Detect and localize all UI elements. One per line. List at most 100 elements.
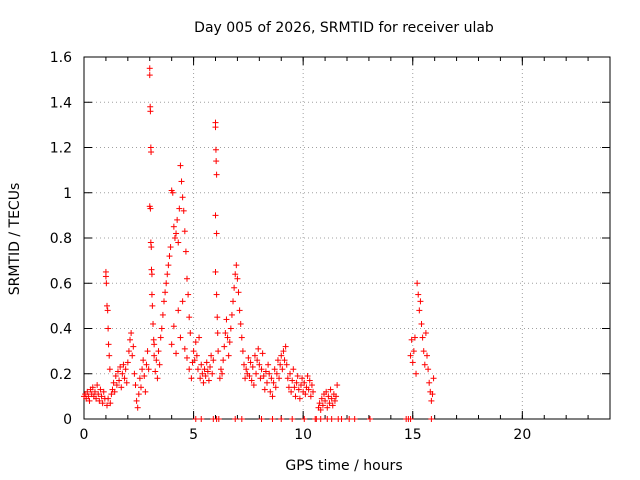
data-point <box>264 379 271 386</box>
data-point <box>160 298 167 305</box>
data-point <box>105 325 112 332</box>
axes <box>83 56 611 420</box>
data-point <box>428 397 435 404</box>
data-point <box>194 366 201 373</box>
y-tick-label: 0.4 <box>50 322 72 338</box>
data-point <box>200 379 207 386</box>
data-point <box>215 348 222 355</box>
data-point <box>108 391 115 398</box>
data-point <box>166 253 173 260</box>
data-point <box>265 361 272 368</box>
data-point <box>142 388 149 395</box>
data-point <box>297 382 304 389</box>
data-point <box>278 416 285 422</box>
data-point <box>248 377 255 384</box>
data-point <box>184 354 191 361</box>
data-point <box>103 280 110 287</box>
data-point <box>153 357 160 364</box>
x-tick-label: 15 <box>404 427 422 443</box>
data-point <box>116 377 123 384</box>
data-point <box>305 386 312 393</box>
data-point <box>232 271 239 278</box>
data-point <box>196 334 203 341</box>
data-point <box>243 366 250 373</box>
data-point <box>319 402 326 409</box>
data-point <box>137 384 144 391</box>
data-point <box>310 388 317 395</box>
data-point <box>258 416 265 422</box>
data-point <box>410 348 417 355</box>
data-point <box>112 373 119 380</box>
data-point <box>176 205 183 212</box>
data-point <box>308 382 315 389</box>
y-tick-label: 0.2 <box>50 367 72 383</box>
data-point <box>277 361 284 368</box>
data-point <box>144 348 151 355</box>
data-point <box>177 162 184 169</box>
data-point <box>272 384 279 391</box>
data-point <box>219 370 226 377</box>
data-point <box>414 280 421 287</box>
data-point <box>121 375 128 382</box>
data-point <box>213 291 220 298</box>
data-point <box>407 416 414 422</box>
data-point <box>323 388 330 395</box>
data-point <box>148 271 155 278</box>
data-point <box>419 334 426 341</box>
data-point <box>165 262 172 269</box>
ticks: 0 5 10 15 20 0 0.2 0.4 0.6 0.8 1 1.2 1.4 1.6 <box>50 50 611 443</box>
data-point <box>307 393 314 400</box>
data-point <box>268 375 275 382</box>
data-point <box>97 386 104 393</box>
data-point <box>131 370 138 377</box>
data-points <box>81 65 437 422</box>
data-point <box>198 361 205 368</box>
data-point <box>96 397 103 404</box>
data-point <box>213 230 220 237</box>
data-point <box>322 397 329 404</box>
data-point <box>328 416 335 422</box>
data-point <box>85 393 92 400</box>
data-point <box>258 366 265 373</box>
data-point <box>192 416 199 422</box>
data-point <box>128 330 135 337</box>
data-point <box>133 397 140 404</box>
data-point <box>148 291 155 298</box>
data-point <box>156 361 163 368</box>
data-point <box>107 400 114 407</box>
data-point <box>118 384 125 391</box>
data-point <box>170 223 177 230</box>
data-point <box>222 330 229 337</box>
data-point <box>204 368 211 375</box>
data-point <box>130 343 137 350</box>
data-point <box>192 339 199 346</box>
data-point <box>285 384 292 391</box>
data-point <box>245 354 252 361</box>
data-point <box>177 334 184 341</box>
data-point <box>276 375 283 382</box>
data-point <box>169 189 176 196</box>
data-point <box>278 352 285 359</box>
data-point <box>226 339 233 346</box>
data-point <box>317 406 324 413</box>
data-point <box>283 361 290 368</box>
data-point <box>170 323 177 330</box>
data-point <box>235 289 242 296</box>
data-point <box>257 375 264 382</box>
data-point <box>306 377 313 384</box>
data-point <box>104 402 111 409</box>
data-point <box>98 393 105 400</box>
data-point <box>173 230 180 237</box>
data-point <box>324 404 331 411</box>
data-point <box>415 291 422 298</box>
data-point <box>179 298 186 305</box>
data-point <box>346 416 353 422</box>
data-point <box>193 352 200 359</box>
data-point <box>136 375 143 382</box>
data-point <box>173 350 180 357</box>
data-point <box>238 334 245 341</box>
data-point <box>149 302 156 309</box>
data-point <box>175 307 182 314</box>
data-point <box>367 416 374 422</box>
